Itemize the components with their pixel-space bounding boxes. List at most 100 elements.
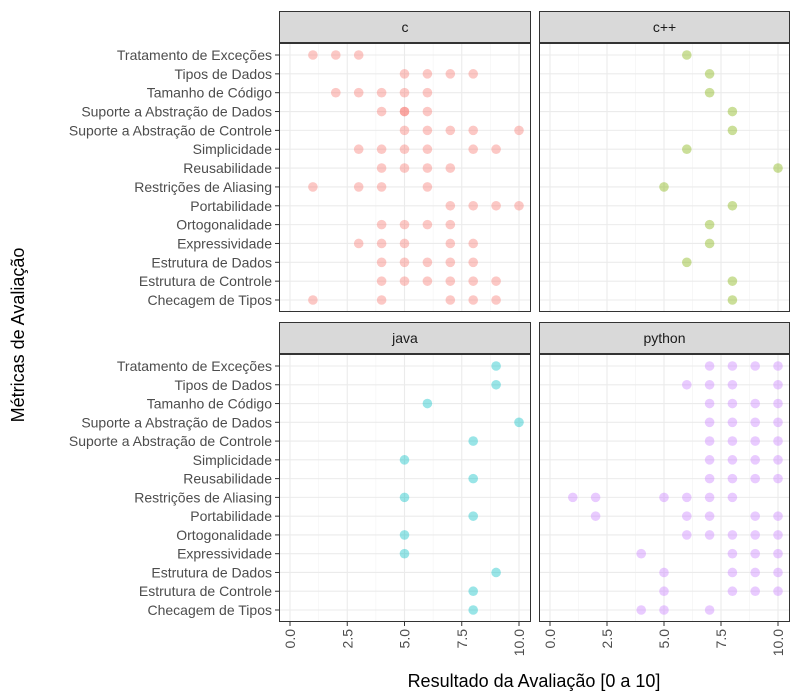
panel-border bbox=[539, 354, 790, 622]
data-point bbox=[399, 106, 410, 117]
data-point bbox=[491, 295, 501, 305]
panel-python: python 0.0 2.5 5.0 7.5 10.0 bbox=[539, 322, 790, 656]
data-point bbox=[422, 87, 433, 98]
category-label: Estrutura de Dados bbox=[151, 564, 272, 580]
data-point bbox=[704, 455, 715, 465]
x-tick-label: 5.0 bbox=[397, 629, 413, 649]
data-point bbox=[750, 548, 760, 559]
panels-layer: c Tratamento de Exceções Tipos de Dados Tam… bbox=[69, 11, 790, 656]
data-point bbox=[376, 276, 387, 286]
data-point bbox=[399, 257, 410, 268]
data-point bbox=[773, 361, 783, 371]
category-label: Estrutura de Controle bbox=[139, 273, 272, 289]
data-point bbox=[468, 511, 479, 521]
data-point bbox=[399, 548, 410, 559]
data-point bbox=[422, 163, 433, 173]
data-point bbox=[704, 219, 715, 230]
data-point bbox=[445, 125, 456, 136]
x-tick-label: 10.0 bbox=[770, 629, 786, 656]
data-point bbox=[399, 125, 410, 136]
x-tick-label: 0.0 bbox=[282, 629, 298, 649]
category-label: Tratamento de Exceções bbox=[117, 358, 272, 374]
category-label: Suporte a Abstração de Controle bbox=[69, 122, 272, 138]
facet-label-c: c bbox=[402, 19, 409, 35]
data-point bbox=[773, 398, 783, 409]
data-point bbox=[636, 548, 646, 559]
data-point bbox=[704, 417, 715, 428]
data-point bbox=[727, 567, 738, 578]
data-point bbox=[399, 69, 410, 79]
x-tick-label: 7.5 bbox=[713, 629, 729, 649]
data-point bbox=[727, 379, 738, 390]
facet-strip-cpp bbox=[539, 11, 790, 43]
data-point bbox=[491, 379, 501, 390]
y-axis-title: Métricas de Avaliação bbox=[8, 248, 28, 423]
category-label: Restrições de Aliasing bbox=[134, 179, 272, 195]
category-label: Tamanho de Código bbox=[147, 396, 273, 412]
panel-border bbox=[279, 354, 531, 622]
data-point bbox=[704, 530, 715, 540]
x-axis-title: Resultado da Avaliação [0 a 10] bbox=[408, 671, 661, 691]
data-point bbox=[491, 567, 501, 578]
data-point bbox=[682, 530, 692, 540]
data-point bbox=[399, 238, 410, 249]
data-point bbox=[468, 69, 479, 79]
data-point bbox=[353, 87, 364, 98]
data-point bbox=[682, 50, 692, 60]
panel-c: c Tratamento de Exceções Tipos de Dados Tam… bbox=[69, 11, 531, 312]
data-point bbox=[590, 511, 601, 521]
data-point bbox=[399, 530, 410, 540]
data-point bbox=[376, 144, 387, 155]
data-point bbox=[376, 219, 387, 230]
data-point bbox=[750, 417, 760, 428]
category-label: Checagem de Tipos bbox=[147, 292, 272, 308]
panel-cpp: c++ bbox=[539, 11, 790, 312]
data-point bbox=[399, 455, 410, 465]
data-point bbox=[682, 379, 692, 390]
data-point bbox=[773, 455, 783, 465]
data-point bbox=[514, 417, 524, 428]
facet-label-java: java bbox=[391, 330, 418, 346]
category-label: Estrutura de Dados bbox=[151, 254, 272, 270]
data-point bbox=[376, 295, 387, 305]
category-label: Ortogonalidade bbox=[176, 217, 272, 233]
x-tick-label: 10.0 bbox=[511, 629, 527, 656]
data-point bbox=[727, 200, 738, 211]
category-label: Checagem de Tipos bbox=[147, 602, 272, 618]
data-point bbox=[750, 436, 760, 446]
data-point bbox=[353, 238, 364, 249]
data-point bbox=[727, 106, 738, 117]
data-point bbox=[659, 492, 669, 503]
panel-java: java Tratamento de Exceções Tipos de Dados… bbox=[69, 322, 531, 656]
data-point bbox=[568, 492, 578, 503]
data-point bbox=[422, 144, 433, 155]
data-point bbox=[704, 605, 715, 615]
data-point bbox=[422, 398, 433, 409]
data-point bbox=[468, 238, 479, 249]
data-point bbox=[445, 219, 456, 230]
data-point bbox=[445, 163, 456, 173]
facet-strip-c bbox=[279, 11, 531, 43]
x-tick-label: 5.0 bbox=[656, 629, 672, 649]
data-point bbox=[704, 436, 715, 446]
data-point bbox=[659, 182, 669, 192]
data-point bbox=[331, 50, 341, 60]
data-point bbox=[491, 144, 501, 155]
facet-strip-python bbox=[539, 322, 790, 354]
data-point bbox=[399, 106, 410, 117]
data-point bbox=[750, 567, 760, 578]
data-point bbox=[659, 586, 669, 597]
data-point bbox=[468, 276, 479, 286]
data-point bbox=[773, 379, 783, 390]
category-label: Tipos de Dados bbox=[174, 66, 272, 82]
data-point bbox=[422, 257, 433, 268]
data-point bbox=[727, 492, 738, 503]
data-point bbox=[682, 257, 692, 268]
data-point bbox=[704, 511, 715, 521]
data-point bbox=[376, 106, 387, 117]
category-label: Suporte a Abstração de Controle bbox=[69, 433, 272, 449]
category-label: Portabilidade bbox=[190, 508, 272, 524]
data-point bbox=[376, 87, 387, 98]
facet-label-python: python bbox=[643, 330, 685, 346]
